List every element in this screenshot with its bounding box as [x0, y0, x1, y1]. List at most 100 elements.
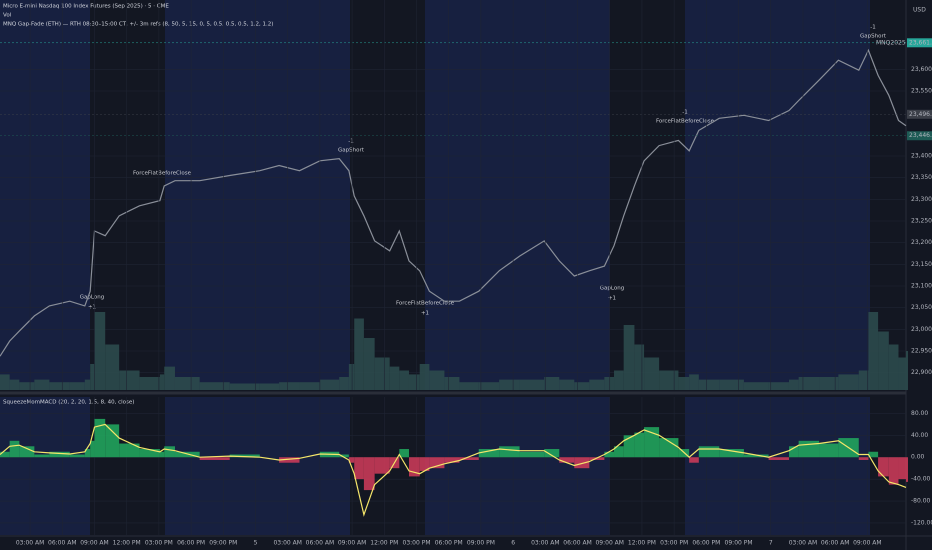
- bar: [49, 451, 70, 458]
- bar: [478, 449, 500, 458]
- x-tick-label: 03:00 PM: [403, 540, 431, 547]
- bar: [499, 379, 520, 390]
- bar: [519, 451, 545, 458]
- bar: [559, 457, 575, 463]
- x-tick-label: 09:00 PM: [725, 540, 753, 547]
- bar: [94, 312, 106, 390]
- x-tick-label: 06:00 PM: [435, 540, 463, 547]
- x-tick-label: 6: [511, 540, 515, 547]
- y-tick-label: 0.00: [911, 454, 925, 461]
- line: [0, 48, 907, 357]
- bar: [159, 374, 165, 390]
- y-tick-label: 40.00: [911, 432, 928, 439]
- bar: [9, 440, 20, 458]
- bar: [348, 457, 355, 463]
- bar: [519, 379, 545, 390]
- x-tick-label: 03:00 AM: [273, 540, 301, 547]
- bar: [878, 331, 889, 390]
- annotation: GapShort: [338, 148, 365, 154]
- bar: [858, 457, 869, 460]
- eth-band: [0, 397, 90, 535]
- bar: [139, 449, 160, 458]
- bar: [279, 457, 300, 463]
- bar: [34, 454, 50, 458]
- bar: [339, 454, 349, 458]
- bar: [399, 449, 409, 458]
- eth-band: [165, 397, 350, 535]
- bar: [698, 446, 720, 458]
- x-tick-label: 06:00 AM: [821, 540, 849, 547]
- y-tick-label: 23,200.00: [911, 239, 932, 246]
- indicator-title: SqueezeMomMACD (20, 2, 20, 1.5, 8, 40, c…: [3, 400, 134, 406]
- bar: [159, 451, 165, 458]
- bar: [898, 357, 906, 390]
- bar: [174, 377, 200, 390]
- bar: [84, 449, 91, 458]
- bar: [374, 457, 390, 474]
- x-tick-label: 03:00 PM: [145, 540, 173, 547]
- currency[interactable]: USD: [913, 7, 926, 14]
- annotation: GapLong: [600, 286, 624, 292]
- price-tag-name: MNQ2025: [876, 39, 906, 46]
- symbol-title: Micro E-mini Nasdaq 100 Index Futures (S…: [3, 4, 169, 10]
- y-tick-label: -40.00: [911, 476, 931, 483]
- bar: [743, 382, 769, 390]
- bar: [659, 370, 679, 390]
- bar: [838, 374, 859, 390]
- annotation: -1: [870, 25, 875, 31]
- bar: [354, 318, 364, 390]
- bar: [906, 351, 908, 390]
- annotation: GapShort: [860, 34, 887, 40]
- bar: [868, 451, 879, 458]
- bar: [229, 454, 260, 458]
- x-tick-label: 5: [254, 540, 258, 547]
- session-shading: [0, 0, 870, 535]
- x-tick-label: 09:00 AM: [595, 540, 623, 547]
- bar: [499, 446, 520, 458]
- annotation: -1: [348, 139, 353, 145]
- bar: [199, 382, 230, 390]
- annotation: ForceFlatBeforeClose: [133, 171, 192, 177]
- y-tick-label: 23,000.00: [911, 326, 932, 333]
- bar: [339, 377, 349, 390]
- bar: [623, 435, 635, 458]
- bar: [119, 443, 140, 458]
- bar: [644, 357, 660, 390]
- bar: [363, 338, 375, 390]
- x-tick-label: 09:00 AM: [853, 540, 881, 547]
- x-tick-label: 09:00 AM: [338, 540, 366, 547]
- annotation: GapLong: [80, 295, 104, 301]
- bar: [94, 418, 106, 458]
- bar: [199, 457, 230, 460]
- y-tick-label: 23,400.00: [911, 153, 932, 160]
- bar: [459, 457, 479, 460]
- bar: [888, 344, 899, 390]
- bar: [444, 457, 460, 463]
- x-tick-label: 7: [769, 540, 773, 547]
- annotation: +1: [608, 296, 616, 302]
- eth-band: [165, 0, 350, 390]
- x-tick-label: 09:00 PM: [467, 540, 495, 547]
- price-tag: [907, 109, 932, 119]
- bar: [659, 438, 679, 458]
- bar: [719, 449, 744, 458]
- bar: [623, 325, 635, 390]
- strategy-label: MNQ Gap-Fade (ETH) — RTH 08:30–15:00 CT,…: [3, 22, 273, 28]
- bar: [478, 382, 500, 390]
- bar: [614, 446, 624, 458]
- bar: [888, 457, 899, 485]
- bar: [644, 427, 660, 458]
- y-tick-label: -120.00: [911, 519, 932, 526]
- annotation: ForceFlatBeforeClose: [396, 301, 455, 307]
- bar: [768, 382, 789, 390]
- bar: [49, 382, 70, 390]
- y-tick-label: 22,950.00: [911, 348, 932, 355]
- bar: [19, 382, 35, 390]
- bar: [574, 457, 590, 469]
- bar: [164, 366, 175, 390]
- bar: [878, 457, 889, 477]
- bar: [698, 379, 720, 390]
- x-tick-label: 06:00 PM: [692, 540, 720, 547]
